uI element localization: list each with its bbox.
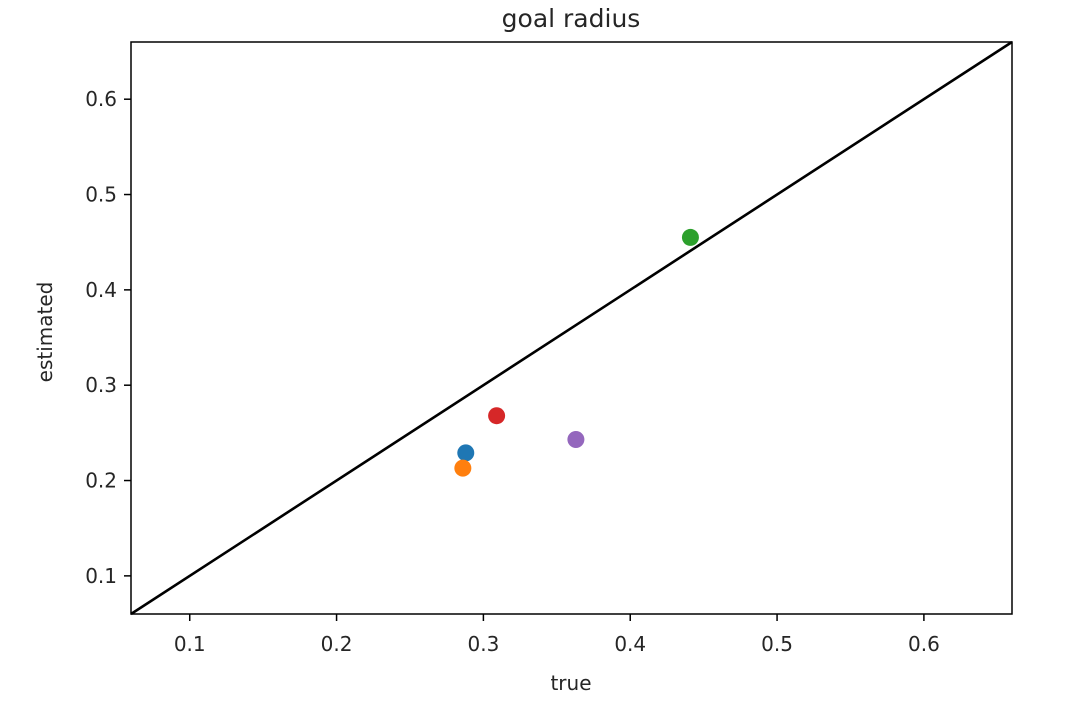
data-point-2	[454, 459, 472, 477]
plot-frame	[130, 41, 1013, 615]
x-tick-label: 0.2	[321, 632, 353, 656]
x-axis-label: true	[550, 671, 591, 695]
scatter-points	[454, 228, 699, 477]
data-point-5	[567, 431, 585, 449]
y-axis-label: estimated	[33, 282, 57, 383]
y-tick-label: 0.2	[85, 469, 117, 493]
plot-area	[130, 40, 1013, 616]
identity-reference-line	[130, 40, 1013, 616]
y-tick-label: 0.1	[85, 564, 117, 588]
y-tick-label: 0.6	[85, 87, 117, 111]
x-tick-label: 0.1	[174, 632, 206, 656]
x-tick-label: 0.6	[908, 632, 940, 656]
data-point-1	[457, 444, 475, 462]
x-tick-label: 0.5	[761, 632, 793, 656]
y-axis: 0.1 0.2 0.3 0.4 0.5 0.6	[85, 87, 131, 588]
x-tick-label: 0.4	[614, 632, 646, 656]
chart-title: goal radius	[502, 4, 641, 33]
y-tick-label: 0.4	[85, 278, 117, 302]
data-point-3	[681, 228, 699, 246]
y-tick-label: 0.5	[85, 183, 117, 207]
y-tick-label: 0.3	[85, 373, 117, 397]
x-tick-label: 0.3	[467, 632, 499, 656]
data-point-4	[488, 407, 506, 425]
x-axis: 0.1 0.2 0.3 0.4 0.5 0.6	[174, 614, 940, 656]
